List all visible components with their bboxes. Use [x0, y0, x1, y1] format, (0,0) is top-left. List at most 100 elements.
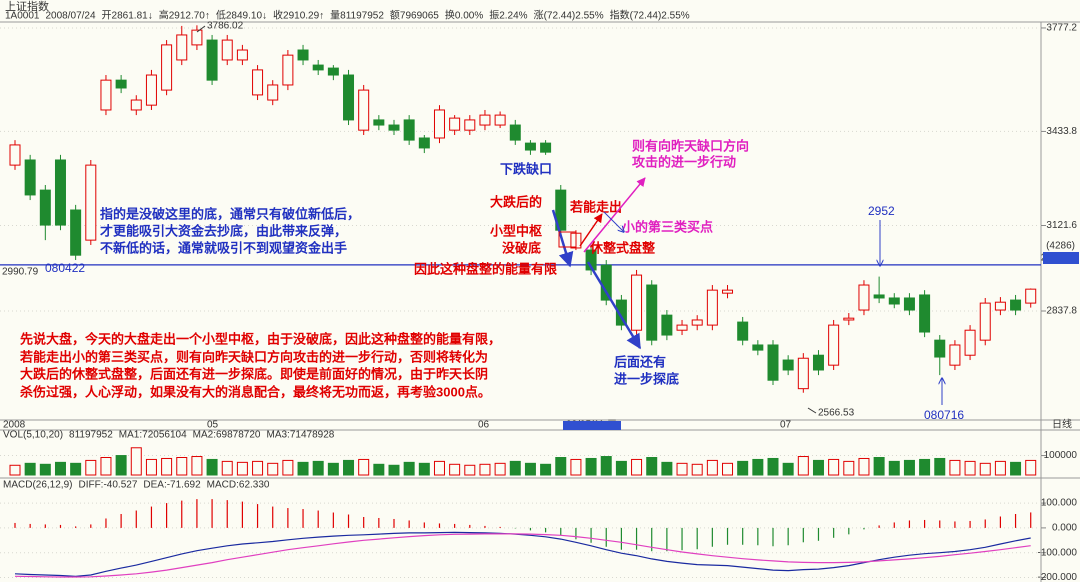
y-tick-label: 100.000	[1041, 498, 1078, 509]
annotation: 大跌后的休整式盘整，后面还有进一步探底。即使是前面好的情况，由于昨天长阴	[20, 366, 488, 381]
volume-bar	[676, 462, 688, 476]
annotation: 进一步探底	[614, 371, 679, 386]
candle-body	[100, 79, 112, 111]
candle-body	[919, 294, 931, 333]
panel-header: DIFF:-40.527	[78, 480, 137, 491]
candle-body	[964, 329, 976, 356]
annotation: 因此这种盘整的能量有限	[414, 261, 558, 276]
annotation: 则有向昨天缺口方向	[632, 138, 749, 153]
candle-body	[24, 159, 36, 196]
panel-header: MACD(26,12,9)	[3, 480, 72, 491]
candle-body	[934, 339, 946, 358]
candle-body	[191, 29, 203, 46]
volume-bar	[464, 464, 476, 476]
volume-bar	[297, 461, 309, 476]
candle-body	[433, 109, 445, 139]
candle-body	[631, 274, 643, 331]
pointer	[196, 25, 206, 33]
volume-bar	[812, 459, 824, 476]
candle-body	[343, 74, 355, 121]
annotation: 若能走出	[569, 199, 622, 214]
header-item: 低2849.10↓	[216, 9, 267, 22]
volume-bar	[236, 461, 248, 476]
header-item: 收2910.29↑	[273, 9, 324, 22]
candle-body	[130, 99, 142, 111]
volume-bar	[191, 456, 203, 476]
candle-body	[297, 49, 309, 61]
volume-bar	[767, 457, 779, 476]
panel-header: 81197952	[69, 430, 113, 441]
volume-bar	[327, 462, 339, 476]
volume-bar	[403, 461, 415, 476]
panel-header: MA1:72056104	[119, 430, 187, 441]
candle-body	[267, 84, 279, 101]
price-mark: 3786.02	[207, 21, 244, 32]
x-tick-label: 05	[207, 420, 219, 431]
arrow	[603, 211, 624, 232]
volume-bar	[600, 456, 612, 476]
candle-body	[1025, 288, 1037, 304]
annotation: 先说大盘，今天的大盘走出一个小型中枢，由于没破底，因此这种盘整的能量有限，	[20, 331, 501, 346]
candle-body	[524, 142, 536, 151]
candle-body	[39, 189, 51, 226]
header-item: 开2861.81↓	[102, 11, 153, 22]
annotation: 若能走出小的第三类买点，则有向昨天缺口方向攻击的进一步行动，否则将转化为	[19, 349, 488, 364]
volume-bar	[934, 457, 946, 476]
candle-body	[509, 124, 521, 141]
header-row: 1A0001 2008/07/24 开2861.81↓ 高2912.70↑ 低2849.…	[5, 9, 690, 22]
candle-body	[661, 314, 673, 336]
volume-bar	[706, 459, 718, 476]
candle-body	[737, 321, 749, 341]
volume-bar	[312, 460, 324, 476]
volume-bar	[85, 459, 97, 476]
annotation: 才更能吸引大资金去抄底，由此带来反弹，	[100, 223, 347, 238]
volume-bar	[1010, 461, 1022, 476]
volume-bar	[24, 462, 36, 476]
candle-body	[221, 39, 233, 61]
volume-bar	[206, 458, 218, 476]
volume-bar	[524, 462, 536, 476]
cursor-date-box	[563, 421, 621, 430]
x-tick-label: 07	[780, 420, 792, 431]
candle-body	[828, 324, 840, 366]
candle-body	[418, 137, 430, 149]
y-tick-label: 100000	[1044, 450, 1078, 461]
annotation: 小的第三类买点	[622, 219, 713, 234]
x-tick-label: 06	[478, 420, 490, 431]
frame	[0, 21, 1080, 582]
volume-bar	[994, 460, 1006, 476]
candle-body	[312, 64, 324, 71]
y-tick-label: 3433.8	[1046, 126, 1077, 137]
candle-body	[646, 284, 658, 341]
volume-bar	[115, 455, 127, 476]
volume-bar	[100, 457, 112, 476]
cursor-label: (4286)	[1046, 241, 1075, 252]
header-item: 额7969065	[390, 9, 439, 22]
candle-body	[752, 344, 764, 351]
volume-bar	[282, 459, 294, 476]
volume-bar	[752, 458, 764, 476]
volume-bar	[919, 458, 931, 476]
header-item: 高2912.70↑	[159, 9, 210, 22]
candle-body	[388, 124, 400, 131]
candle-body	[767, 344, 779, 381]
diff-line	[14, 531, 1031, 577]
volume-bar	[161, 457, 173, 476]
header-item: 换0.00%	[445, 9, 483, 22]
volume-bar	[221, 460, 233, 476]
candle-body	[9, 144, 21, 166]
candle-body	[585, 249, 597, 271]
volume-bar	[267, 462, 279, 476]
volume-bar	[722, 462, 734, 476]
candle-body	[282, 54, 294, 86]
arrow	[583, 177, 646, 253]
candle-body	[555, 189, 567, 231]
dea-line	[14, 533, 1031, 578]
volume-bar	[964, 460, 976, 476]
candle-body	[464, 119, 476, 131]
volume-bar	[145, 458, 157, 476]
volume-bar	[570, 458, 582, 476]
volume-bar	[646, 457, 658, 476]
